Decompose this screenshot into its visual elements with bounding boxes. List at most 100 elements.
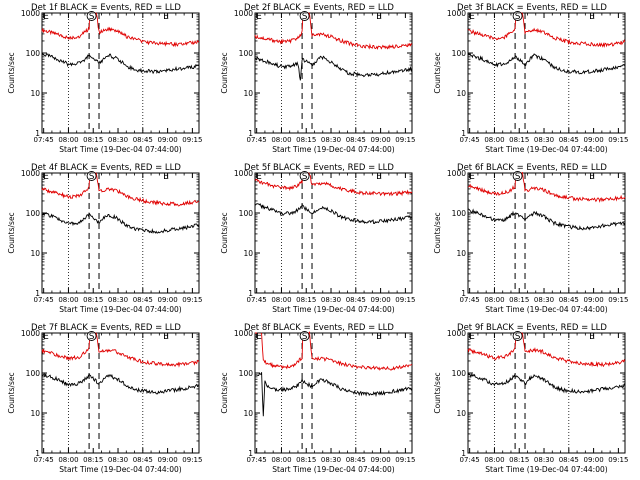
marker-label: S: [515, 332, 521, 342]
x-tick-label: 09:15: [182, 296, 202, 304]
x-tick-label: 09:15: [395, 456, 415, 464]
chart-panel: Det 6f BLACK = Events, RED = LLD 1 10 100 10…: [433, 163, 628, 314]
y-axis-label: Counts/sec: [433, 52, 442, 93]
marker-label: E: [43, 172, 49, 182]
x-tick-label: 08:00: [271, 296, 291, 304]
series-line: [467, 12, 626, 48]
y-tick-label: 1000: [21, 9, 40, 18]
x-tick-label: 08:45: [346, 296, 366, 304]
x-axis-label: Start Time (19-Dec-04 07:44:00): [272, 305, 394, 314]
x-tick-label: 09:00: [371, 296, 391, 304]
y-tick-label: 10: [30, 249, 40, 258]
series-line: [467, 332, 626, 368]
y-tick-label: 1: [461, 289, 466, 298]
x-axis-label: Start Time (19-Dec-04 07:44:00): [59, 145, 181, 154]
y-tick-label: 100: [26, 49, 41, 58]
x-tick-label: 07:45: [247, 296, 267, 304]
y-tick-label: 1000: [447, 169, 466, 178]
y-tick-label: 1000: [21, 169, 40, 178]
marker-label: E: [469, 332, 475, 342]
series-line: [255, 331, 413, 371]
series-line: [41, 372, 200, 395]
x-tick-label: 08:00: [484, 456, 504, 464]
series-line: [254, 172, 413, 197]
series-line: [467, 52, 626, 75]
x-tick-label: 07:45: [247, 456, 267, 464]
y-tick-label: 1: [248, 129, 253, 138]
series-line: [254, 12, 413, 50]
start-marker-circle: [299, 331, 310, 341]
marker-label: S: [515, 12, 521, 22]
x-tick-label: 07:45: [34, 136, 54, 144]
y-tick-label: 100: [239, 49, 254, 58]
plot-frame: [41, 332, 200, 454]
x-tick-label: 07:45: [34, 456, 54, 464]
x-tick-label: 07:45: [460, 456, 480, 464]
y-tick-label: 1: [35, 129, 40, 138]
chart-title: Det 2f BLACK = Events, RED = LLD: [244, 3, 394, 13]
x-tick-label: 08:15: [296, 456, 316, 464]
x-tick-label: 08:00: [58, 136, 78, 144]
x-tick-label: 08:15: [296, 296, 316, 304]
x-tick-label: 08:15: [509, 456, 529, 464]
y-tick-label: 1: [461, 449, 466, 458]
x-tick-label: 08:15: [83, 136, 103, 144]
chart-panel: Det 5f BLACK = Events, RED = LLD 1 10 100 10…: [220, 163, 415, 314]
y-tick-label: 10: [243, 249, 253, 258]
marker-label: E: [469, 12, 475, 22]
y-tick-label: 100: [239, 209, 254, 218]
series-line: [254, 203, 413, 224]
y-tick-label: 10: [243, 89, 253, 98]
marker-label: S: [89, 332, 95, 342]
start-marker-circle: [86, 11, 97, 21]
chart-title: Det 1f BLACK = Events, RED = LLD: [31, 3, 181, 13]
y-axis-label: Counts/sec: [433, 372, 442, 413]
x-tick-label: 08:45: [133, 456, 153, 464]
x-axis-label: Start Time (19-Dec-04 07:44:00): [272, 145, 394, 154]
start-marker-circle: [299, 171, 310, 181]
x-axis-label: Start Time (19-Dec-04 07:44:00): [485, 145, 607, 154]
x-tick-label: 09:15: [608, 296, 628, 304]
chart-panel: Det 8f BLACK = Events, RED = LLD 1 10 100 10…: [220, 323, 415, 474]
x-tick-label: 09:15: [608, 136, 628, 144]
x-tick-label: 08:30: [108, 296, 128, 304]
start-marker-circle: [299, 11, 310, 21]
series-line: [41, 212, 200, 234]
plot-frame: [467, 172, 626, 294]
y-tick-label: 100: [239, 369, 254, 378]
chart-title: Det 8f BLACK = Events, RED = LLD: [244, 323, 394, 333]
y-axis-label: Counts/sec: [433, 212, 442, 253]
x-tick-label: 09:15: [608, 456, 628, 464]
y-tick-label: 1000: [234, 329, 253, 338]
y-tick-label: 1: [248, 449, 253, 458]
x-tick-label: 08:45: [559, 456, 579, 464]
series-line: [41, 12, 200, 48]
marker-label: E: [589, 12, 595, 22]
marker-label: S: [515, 172, 521, 182]
x-tick-label: 08:00: [58, 456, 78, 464]
y-tick-label: 1000: [447, 9, 466, 18]
x-tick-label: 08:30: [321, 456, 341, 464]
y-tick-label: 1: [35, 449, 40, 458]
x-tick-label: 08:45: [133, 296, 153, 304]
x-tick-label: 09:00: [584, 456, 604, 464]
x-tick-label: 09:15: [395, 136, 415, 144]
x-tick-label: 08:30: [321, 136, 341, 144]
start-marker-circle: [512, 11, 523, 21]
y-tick-label: 10: [456, 409, 466, 418]
y-tick-label: 1000: [234, 9, 253, 18]
chart-panel: Det 1f BLACK = Events, RED = LLD 1 10 100 10…: [7, 3, 202, 154]
x-tick-label: 09:00: [371, 456, 391, 464]
start-marker-circle: [512, 331, 523, 341]
plot-frame: [467, 12, 626, 134]
marker-label: E: [256, 12, 262, 22]
marker-label: E: [469, 172, 475, 182]
y-tick-label: 10: [456, 89, 466, 98]
y-axis-label: Counts/sec: [220, 52, 229, 93]
marker-label: E: [589, 332, 595, 342]
marker-label: E: [256, 172, 262, 182]
y-tick-label: 1: [461, 129, 466, 138]
chart-panel: Det 2f BLACK = Events, RED = LLD 1 10 100 10…: [220, 3, 415, 154]
y-tick-label: 100: [452, 49, 467, 58]
x-axis-label: Start Time (19-Dec-04 07:44:00): [59, 465, 181, 474]
